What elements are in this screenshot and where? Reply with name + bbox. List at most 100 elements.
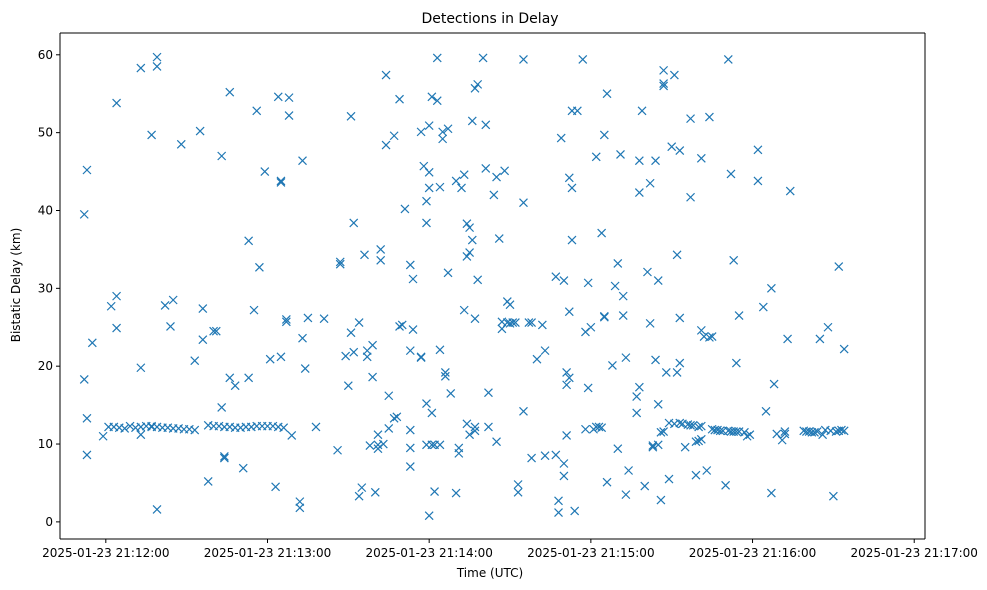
- data-point: [470, 426, 480, 436]
- data-point: [669, 70, 679, 80]
- data-point: [346, 328, 356, 338]
- data-point: [408, 274, 418, 284]
- data-point: [524, 318, 534, 328]
- data-point: [440, 367, 450, 377]
- y-tick-label: 40: [38, 203, 53, 217]
- data-point: [602, 89, 612, 99]
- data-point: [823, 322, 833, 332]
- data-point: [597, 228, 607, 238]
- data-point: [675, 146, 685, 155]
- data-point: [691, 437, 701, 447]
- data-point: [680, 442, 690, 452]
- data-point: [405, 443, 415, 453]
- y-tick-label: 60: [38, 48, 53, 62]
- data-point: [357, 483, 367, 493]
- data-point: [276, 352, 286, 362]
- data-point: [424, 121, 434, 131]
- x-tick-label: 2025-01-23 21:14:00: [365, 546, 492, 560]
- data-point: [564, 307, 574, 317]
- data-point: [831, 427, 841, 436]
- data-point: [519, 198, 528, 208]
- data-point: [591, 152, 601, 162]
- data-point: [686, 420, 695, 430]
- data-point: [478, 53, 488, 63]
- data-point: [500, 166, 510, 176]
- data-point: [87, 338, 97, 348]
- data-point: [815, 334, 825, 344]
- data-point: [691, 470, 701, 480]
- data-point: [136, 363, 146, 373]
- data-point: [362, 352, 372, 362]
- data-point: [618, 291, 628, 301]
- data-point: [147, 130, 157, 140]
- data-point: [783, 334, 792, 344]
- data-point: [354, 318, 364, 328]
- data-point: [136, 63, 146, 73]
- data-point: [381, 70, 391, 80]
- y-tick-label: 10: [38, 437, 53, 451]
- data-point: [384, 424, 394, 433]
- data-point: [281, 315, 291, 324]
- data-point: [300, 364, 310, 373]
- data-point: [556, 133, 566, 143]
- data-point: [395, 94, 404, 104]
- y-tick-label: 20: [38, 359, 53, 373]
- data-point: [120, 424, 130, 433]
- data-point: [583, 278, 593, 288]
- data-point: [659, 79, 669, 89]
- data-point: [653, 276, 663, 285]
- data-point: [203, 476, 213, 486]
- data-point: [112, 291, 122, 301]
- data-point: [837, 425, 846, 435]
- data-point: [766, 488, 776, 498]
- data-point: [276, 178, 286, 187]
- data-point: [349, 218, 359, 228]
- data-point: [354, 491, 364, 501]
- data-point: [694, 436, 704, 446]
- data-point: [125, 421, 135, 431]
- data-points: [79, 52, 849, 521]
- data-point: [527, 453, 536, 463]
- x-tick-label: 2025-01-23 21:12:00: [42, 546, 169, 560]
- data-point: [360, 250, 369, 260]
- data-point: [634, 382, 644, 392]
- data-point: [211, 326, 221, 336]
- data-point: [664, 474, 674, 484]
- x-tick-label: 2025-01-23 21:13:00: [204, 546, 331, 560]
- data-point: [166, 322, 175, 331]
- data-point: [540, 346, 550, 356]
- data-point: [422, 196, 431, 206]
- data-point: [704, 112, 714, 122]
- data-point: [405, 260, 415, 270]
- x-axis-label: Time (UTC): [456, 566, 523, 580]
- data-point: [632, 408, 642, 418]
- data-point: [465, 223, 475, 233]
- data-point: [381, 140, 391, 150]
- data-point: [470, 314, 480, 324]
- data-point: [688, 420, 698, 430]
- data-point: [190, 425, 200, 435]
- y-axis-label: Bistatic Delay (km): [9, 228, 23, 343]
- data-point: [335, 257, 345, 267]
- data-point: [567, 183, 577, 193]
- data-point: [564, 173, 574, 183]
- data-point: [427, 92, 437, 102]
- data-point: [467, 116, 477, 126]
- data-point: [225, 87, 235, 97]
- data-point: [656, 495, 666, 505]
- data-point: [198, 304, 208, 313]
- data-point: [562, 431, 572, 440]
- data-point: [640, 481, 650, 491]
- data-point: [443, 124, 453, 134]
- data-point: [769, 379, 779, 389]
- data-point: [661, 367, 671, 377]
- data-point: [424, 511, 434, 521]
- data-point: [341, 351, 351, 361]
- data-point: [168, 295, 178, 305]
- data-point: [244, 373, 254, 383]
- data-point: [653, 440, 663, 450]
- data-point: [346, 111, 356, 121]
- data-point: [271, 482, 281, 492]
- data-point: [510, 318, 520, 328]
